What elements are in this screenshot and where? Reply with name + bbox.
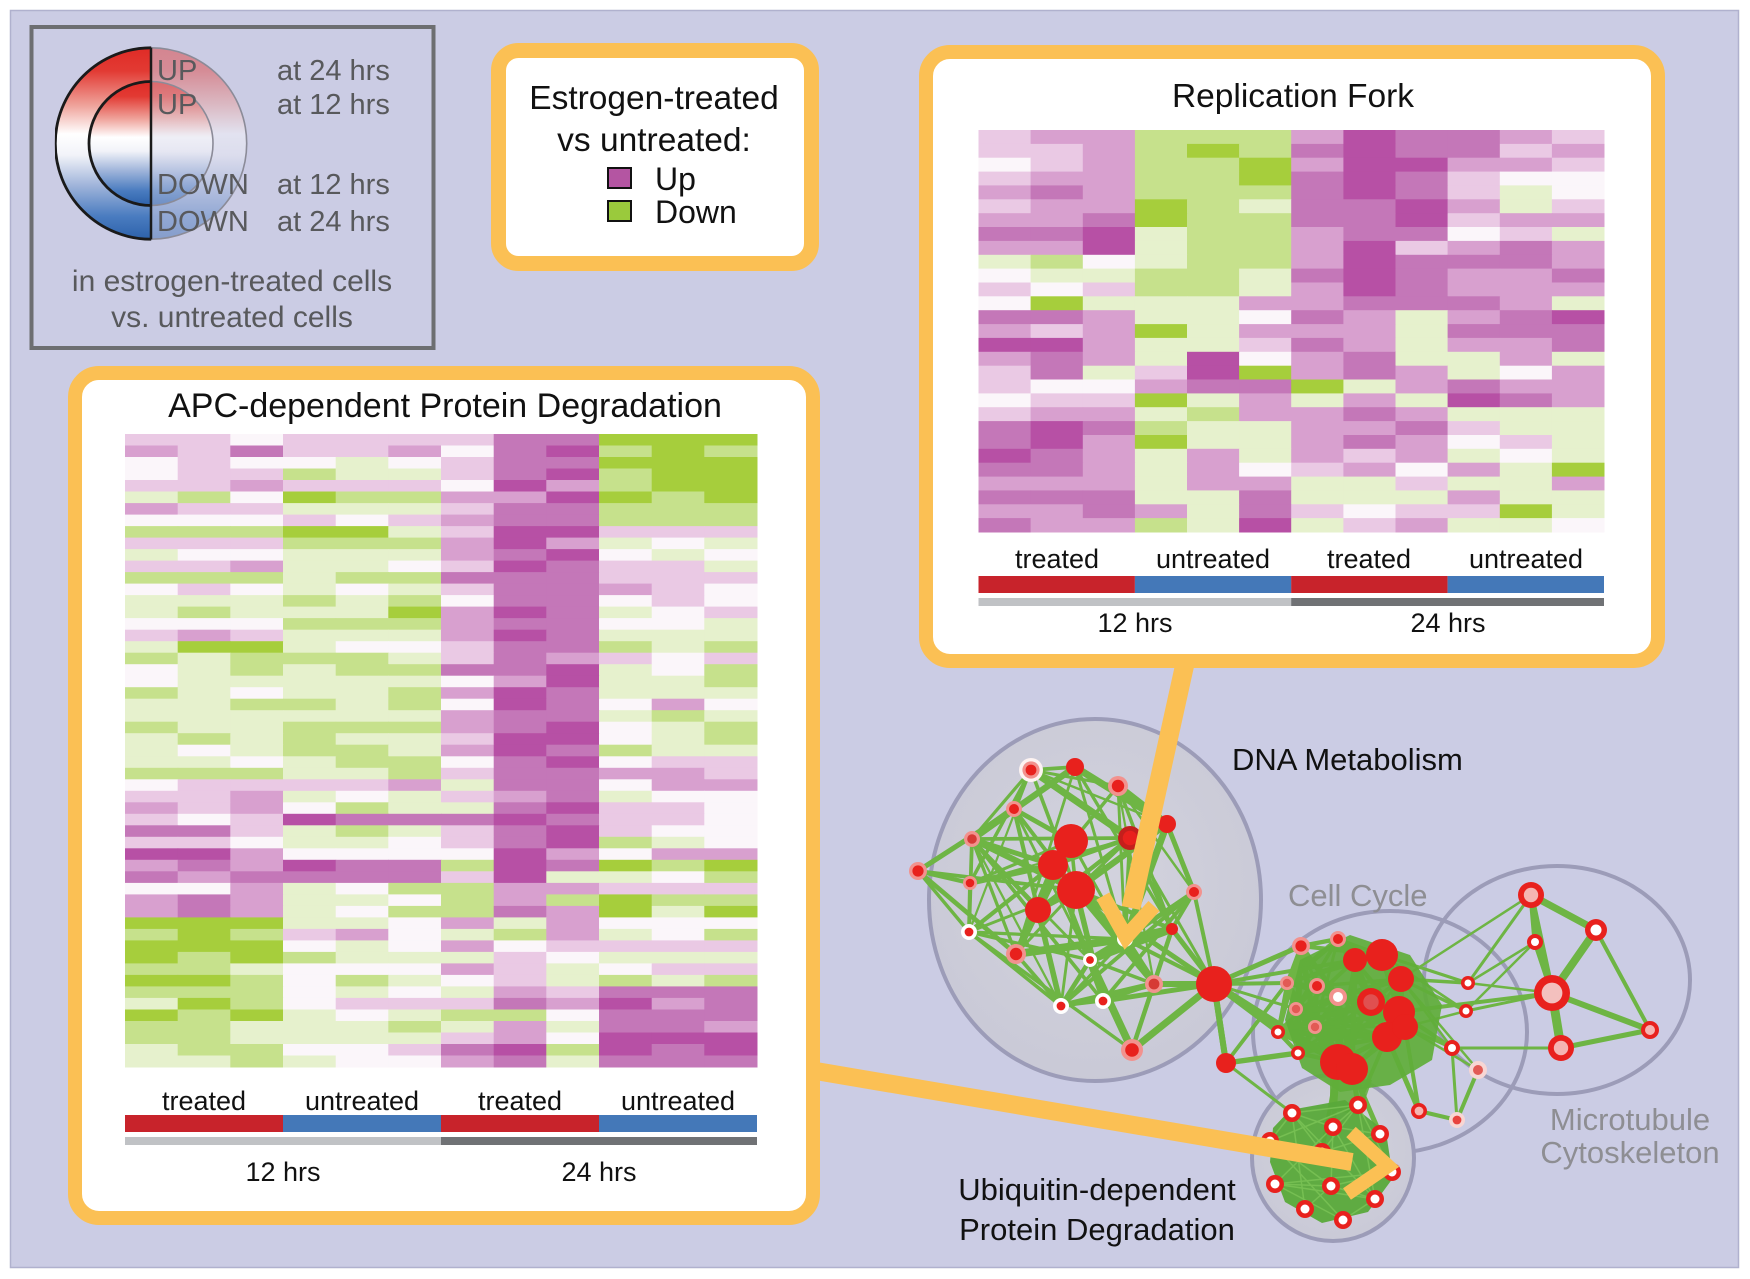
svg-text:Replication Fork: Replication Fork [1172,78,1414,115]
svg-text:untreated: untreated [305,1086,419,1116]
svg-text:DNA Metabolism: DNA Metabolism [1232,742,1463,777]
svg-text:untreated: untreated [621,1086,735,1116]
svg-text:vs untreated:: vs untreated: [557,122,751,159]
svg-text:at 12 hrs: at 12 hrs [277,89,390,121]
svg-text:at 12 hrs: at 12 hrs [277,169,390,201]
svg-text:Microtubule: Microtubule [1550,1102,1710,1137]
svg-text:12 hrs: 12 hrs [245,1157,320,1187]
svg-text:treated: treated [162,1086,246,1116]
svg-text:Cytoskeleton: Cytoskeleton [1540,1135,1719,1170]
svg-text:24 hrs: 24 hrs [1410,608,1485,638]
svg-text:Cell Cycle: Cell Cycle [1288,878,1428,913]
svg-text:UP: UP [157,89,197,121]
svg-text:12 hrs: 12 hrs [1097,608,1172,638]
svg-text:in estrogen-treated cells: in estrogen-treated cells [72,265,392,298]
svg-text:treated: treated [1327,544,1411,574]
svg-text:Down: Down [655,194,737,230]
svg-text:treated: treated [478,1086,562,1116]
svg-text:at 24 hrs: at 24 hrs [277,206,390,238]
svg-text:24 hrs: 24 hrs [561,1157,636,1187]
svg-text:untreated: untreated [1469,544,1583,574]
svg-text:Estrogen-treated: Estrogen-treated [529,80,779,117]
svg-text:at 24 hrs: at 24 hrs [277,55,390,87]
svg-text:vs. untreated cells: vs. untreated cells [111,301,353,334]
svg-text:Protein Degradation: Protein Degradation [959,1212,1235,1247]
svg-text:untreated: untreated [1156,544,1270,574]
svg-text:UP: UP [157,55,197,87]
svg-text:Up: Up [655,161,696,197]
svg-text:APC-dependent Protein Degradat: APC-dependent Protein Degradation [168,387,722,425]
svg-text:DOWN: DOWN [157,169,249,201]
svg-text:treated: treated [1015,544,1099,574]
svg-text:Ubiquitin-dependent: Ubiquitin-dependent [958,1172,1236,1207]
svg-text:DOWN: DOWN [157,206,249,238]
